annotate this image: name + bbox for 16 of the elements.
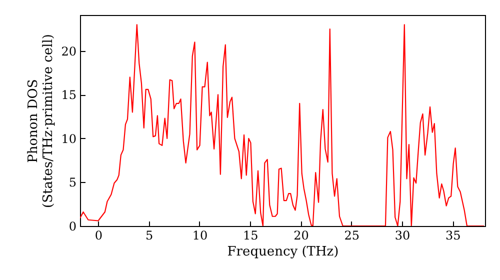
- x-tick-label: 20: [294, 228, 309, 242]
- y-tick-label: 10: [61, 132, 76, 146]
- x-tick-label: 0: [94, 228, 103, 242]
- y-tick-label: 5: [68, 176, 76, 190]
- line-series: [80, 24, 485, 226]
- y-axis-title: Phonon DOS (States/THz·primitive cell): [26, 34, 56, 208]
- x-tick-label: 5: [146, 228, 154, 242]
- x-tick-label: 35: [445, 228, 461, 242]
- x-tick-label: 25: [344, 228, 360, 242]
- x-tick-label: 15: [242, 228, 258, 242]
- y-tick-label: 20: [61, 44, 76, 58]
- x-axis-title: Frequency (THz): [227, 244, 339, 260]
- y-tick-label: 0: [68, 220, 76, 234]
- y-tick-label: 15: [61, 88, 76, 102]
- x-tick-label: 30: [394, 228, 410, 242]
- x-tick-label: 10: [192, 228, 208, 242]
